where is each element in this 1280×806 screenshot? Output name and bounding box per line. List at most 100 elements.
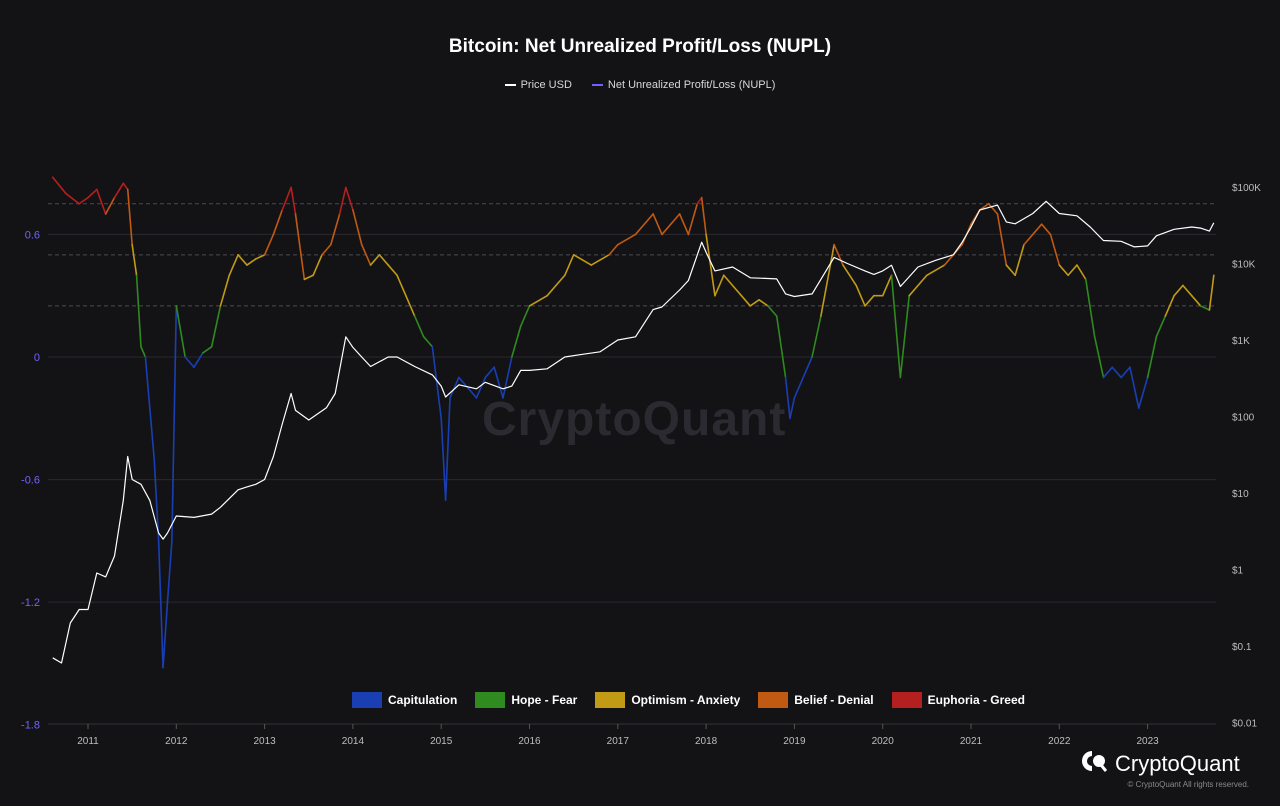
nupl-line-segment [767, 305, 778, 317]
nupl-line-segment [153, 458, 160, 542]
zone-legend-optimism-anxiety: Optimism - Anxiety [595, 692, 740, 708]
nupl-line-segment [290, 186, 297, 215]
nupl-line-segment [431, 345, 443, 420]
nupl-line-segment [833, 243, 844, 266]
nupl-line-segment [246, 258, 257, 266]
nupl-line-segment [802, 356, 813, 379]
legend-item-price[interactable]: Price USD [504, 79, 572, 91]
legend-swatch-nupl [591, 84, 603, 86]
nupl-line-segment [122, 182, 129, 191]
legend-item-nupl[interactable]: Net Unrealized Profit/Loss (NUPL) [591, 79, 776, 91]
nupl-line-segment [166, 540, 173, 603]
nupl-line-segment [1014, 243, 1025, 277]
nupl-line-segment [413, 315, 425, 338]
x-tick-label: 2012 [165, 736, 188, 747]
series-legend: Price USD Net Unrealized Profit/Loss (NU… [0, 79, 1280, 91]
x-tick-label: 2019 [783, 736, 806, 747]
nupl-line-segment [162, 601, 169, 669]
nupl-line-segment [890, 274, 902, 379]
nupl-line-segment [1199, 305, 1211, 311]
y-right-tick-label: $1 [1232, 566, 1244, 577]
nupl-line-segment [590, 254, 610, 266]
watermark: CryptoQuant [482, 393, 787, 446]
y-left-tick-label: -0.6 [21, 475, 40, 487]
brand-name: CryptoQuant [1115, 750, 1240, 776]
nupl-line-segment [784, 376, 791, 420]
nupl-line-segment [219, 274, 231, 307]
nupl-line-segment [820, 243, 835, 317]
legend-label-nupl: Net Unrealized Profit/Loss (NUPL) [607, 79, 776, 91]
zone-swatch-euphoria-greed [891, 692, 922, 708]
nupl-line-segment [338, 186, 347, 215]
nupl-line-segment [96, 188, 107, 215]
nupl-line-segment [263, 233, 275, 256]
nupl-line-segment [360, 243, 372, 266]
y-right-tick-label: $10 [1232, 489, 1249, 500]
nupl-line-segment [696, 196, 703, 205]
y-left-tick-label: -1.2 [21, 597, 40, 609]
nupl-line-segment [228, 254, 239, 277]
nupl-line-segment [87, 188, 98, 199]
nupl-line-segment [345, 186, 354, 211]
nupl-line-segment [405, 294, 416, 317]
nupl-line-segment [564, 254, 575, 277]
nupl-line-segment [193, 352, 204, 369]
nupl-line-segment [572, 254, 593, 266]
nupl-line-segment [1120, 366, 1131, 379]
nupl-line-segment [661, 213, 681, 236]
zone-label-belief-denial: Belief - Denial [794, 693, 874, 707]
nupl-line-segment [789, 397, 796, 420]
zone-legend-capitulation: Capitulation [352, 692, 457, 708]
nupl-line-segment [131, 243, 138, 277]
nupl-line-segment [449, 376, 460, 399]
nupl-line-segment [608, 243, 619, 256]
nupl-line-segment [908, 274, 928, 297]
zone-legend-belief-denial: Belief - Denial [758, 692, 874, 708]
nupl-line-segment [144, 356, 151, 409]
nupl-line-segment [1111, 366, 1122, 379]
copyright-text: © CryptoQuant All rights reserved. [1127, 780, 1250, 789]
nupl-line-segment [294, 213, 306, 281]
nupl-line-segment [1129, 366, 1140, 409]
nupl-line-segment [303, 274, 314, 281]
nupl-line-segment [714, 274, 725, 297]
nupl-line-segment [731, 284, 743, 297]
nupl-line-segment [171, 305, 178, 542]
x-tick-label: 2011 [77, 736, 99, 747]
nupl-line-segment [1076, 264, 1087, 281]
nupl-line-segment [1049, 233, 1061, 266]
nupl-line-segment [157, 540, 164, 669]
brand-logo: CryptoQuant [1081, 750, 1240, 777]
nupl-line-segment [444, 397, 451, 501]
nupl-line-segment [652, 213, 663, 236]
zone-legend-hope-fear: Hope - Fear [475, 692, 577, 708]
nupl-line-segment [126, 188, 133, 246]
zone-swatch-optimism-anxiety [595, 692, 626, 708]
nupl-line-segment [1190, 294, 1202, 307]
nupl-line-segment [352, 209, 363, 246]
x-tick-label: 2021 [960, 736, 983, 747]
x-tick-label: 2016 [518, 736, 541, 747]
nupl-line-segment [1137, 376, 1149, 409]
nupl-line-segment [1208, 274, 1215, 311]
nupl-line-segment [700, 196, 707, 236]
nupl-line-segment [1182, 284, 1193, 297]
nupl-line-segment [281, 186, 292, 211]
nupl-line-segment [104, 196, 116, 215]
nupl-line-segment [1067, 264, 1078, 277]
nupl-line-segment [528, 294, 548, 307]
y-left-tick-label: 0.6 [25, 229, 40, 241]
cryptoquant-logo-icon [1081, 750, 1108, 777]
x-tick-label: 2022 [1048, 736, 1071, 747]
nupl-line-segment [369, 254, 381, 266]
x-tick-label: 2023 [1136, 736, 1159, 747]
nupl-line-segment [1032, 223, 1043, 236]
nupl-line-segment [378, 254, 390, 266]
nupl-line-segment [749, 298, 760, 307]
nupl-line-segment [1146, 335, 1158, 379]
nupl-line-segment [484, 366, 495, 379]
nupl-line-segment [475, 376, 487, 399]
zone-label-capitulation: Capitulation [388, 693, 458, 707]
nupl-line-segment [519, 305, 531, 328]
